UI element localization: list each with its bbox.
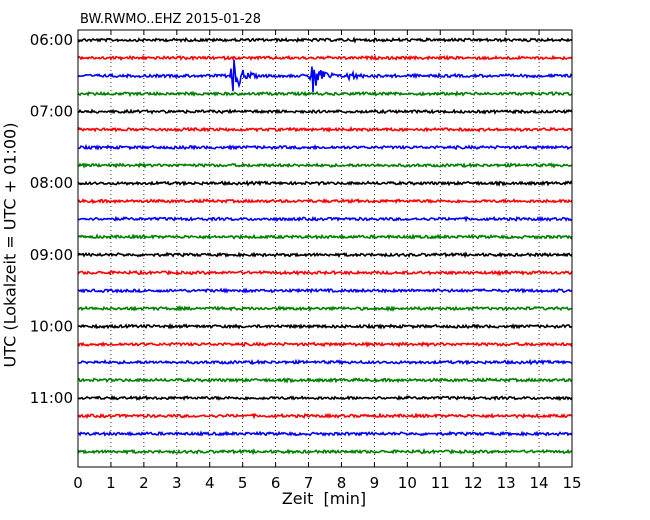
trace-line (77, 179, 573, 187)
trace-line (77, 287, 573, 295)
trace-line (77, 143, 573, 151)
x-tick-label: 8 (337, 474, 347, 492)
x-tick-label: 0 (73, 474, 83, 492)
grid-lines (110, 30, 540, 467)
x-tick-label: 5 (238, 474, 248, 492)
x-tick-label: 2 (139, 474, 149, 492)
y-tick-label: 06:00 (30, 31, 73, 49)
trace-line (77, 358, 573, 366)
y-tick-label: 08:00 (30, 174, 73, 192)
x-tick-label: 7 (304, 474, 314, 492)
trace-line (77, 268, 573, 277)
x-tick-label: 6 (271, 474, 281, 492)
y-axis-ticks: 06:00 07:00 08:00 09:00 10:00 11:00 (30, 31, 83, 407)
x-tick-label: 4 (205, 474, 215, 492)
trace-line (77, 108, 573, 115)
y-tick-label: 10:00 (30, 317, 73, 335)
trace-line (77, 215, 573, 223)
trace-line (77, 161, 573, 169)
trace-line (77, 377, 573, 384)
x-tick-label: 9 (370, 474, 380, 492)
trace-line (77, 36, 573, 44)
x-tick-label: 11 (431, 474, 450, 492)
x-tick-label: 14 (530, 474, 549, 492)
trace-line (77, 304, 573, 312)
y-tick-label: 07:00 (30, 103, 73, 121)
trace-line (77, 126, 573, 133)
x-tick-label: 15 (562, 474, 581, 492)
x-tick-label: 10 (398, 474, 417, 492)
trace-line (77, 447, 573, 456)
trace-line (77, 90, 573, 98)
trace-line (77, 197, 573, 205)
x-tick-label: 3 (172, 474, 182, 492)
x-tick-label: 13 (497, 474, 516, 492)
trace-line (77, 322, 573, 330)
trace-line (77, 54, 573, 62)
x-axis-ticks: 0 1 2 3 4 5 6 7 8 9 10 11 12 13 14 15 (73, 30, 582, 492)
trace-line (77, 59, 573, 93)
chart-title: BW.RWMO..EHZ 2015-01-28 (80, 12, 262, 27)
trace-line (77, 341, 573, 348)
trace-line (77, 233, 573, 240)
y-tick-label: 09:00 (30, 246, 73, 264)
trace-line (77, 394, 573, 402)
x-axis-label: Zeit [min] (281, 489, 367, 508)
seismic-traces (77, 36, 573, 456)
plot-frame (77, 29, 573, 468)
y-tick-label: 11:00 (30, 389, 73, 407)
trace-line (77, 251, 573, 259)
trace-line (77, 430, 573, 437)
y-axis-label: UTC (Lokalzeit = UTC + 01:00) (0, 122, 20, 368)
x-tick-label: 1 (106, 474, 116, 492)
x-tick-label: 12 (464, 474, 483, 492)
trace-line (77, 412, 573, 420)
